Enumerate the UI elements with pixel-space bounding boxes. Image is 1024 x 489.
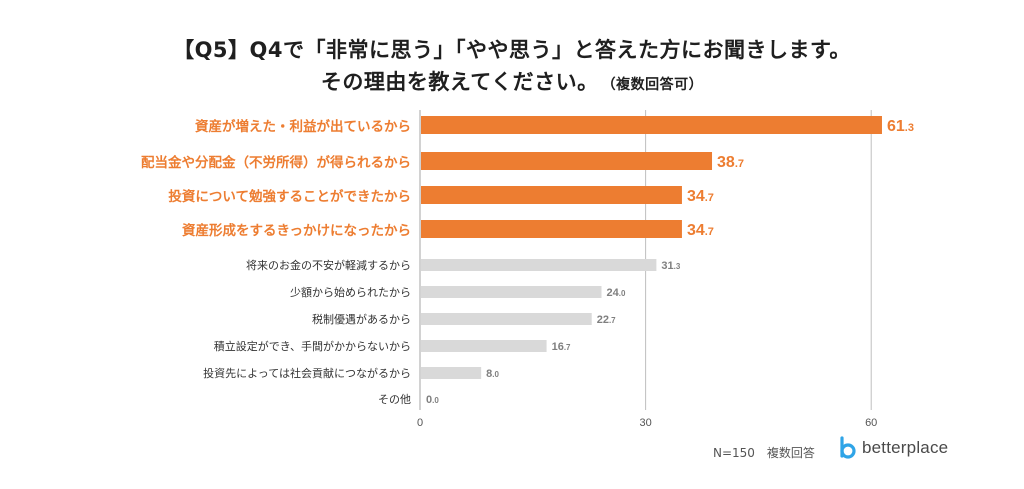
value-label-integer: 0 — [426, 394, 432, 406]
value-label-decimal: .0 — [492, 370, 499, 379]
chart-subtitle-text: その理由を教えてください。 — [320, 70, 599, 94]
value-label: 38.7 — [717, 154, 744, 171]
betterplace-logo-icon — [840, 436, 856, 459]
category-label: 積立設定ができ、手間がかからないから — [214, 339, 411, 353]
x-tick-label: 30 — [639, 417, 651, 429]
bar — [421, 367, 482, 379]
value-label: 24.0 — [606, 287, 625, 299]
bar — [421, 186, 682, 204]
value-label-integer: 34 — [687, 188, 705, 205]
value-label: 16.7 — [552, 341, 571, 353]
x-tick-label: 0 — [417, 417, 423, 429]
value-label-integer: 61 — [887, 118, 905, 135]
category-label: 税制優遇があるから — [312, 312, 411, 326]
value-label-integer: 31 — [661, 260, 673, 272]
value-label-decimal: .3 — [674, 262, 681, 271]
category-label: 投資について勉強することができたから — [168, 188, 411, 205]
category-label: 少額から始められたから — [290, 285, 411, 299]
category-label: 資産形成をするきっかけになったから — [182, 222, 411, 239]
value-label-integer: 34 — [687, 222, 705, 239]
chart-subtitle: その理由を教えてください。 （複数回答可） — [0, 66, 1024, 96]
value-label-decimal: .7 — [609, 316, 616, 325]
chart-title: 【Q5】Q4で「非常に思う」「やや思う」と答えた方にお聞きします。 — [173, 38, 851, 62]
value-label-integer: 22 — [597, 314, 609, 326]
sample-size-note: N=150 複数回答 — [713, 446, 815, 460]
bar — [421, 340, 547, 352]
value-label-integer: 38 — [717, 154, 735, 171]
value-label-integer: 16 — [552, 341, 564, 353]
category-label: 投資先によっては社会貢献につながるから — [203, 366, 411, 380]
value-label-integer: 8 — [486, 368, 492, 380]
logo-text: betterplace — [862, 438, 949, 457]
betterplace-logo: betterplace — [838, 436, 948, 460]
value-label-decimal: .0 — [432, 396, 439, 405]
value-label-decimal: .3 — [905, 122, 914, 134]
category-label: その他 — [378, 393, 411, 406]
value-label: 61.3 — [887, 118, 914, 135]
value-label-decimal: .7 — [735, 158, 744, 170]
value-label: 22.7 — [597, 314, 616, 326]
value-label: 31.3 — [661, 260, 680, 272]
value-label-integer: 24 — [606, 287, 619, 299]
value-label: 34.7 — [687, 188, 714, 205]
value-label-decimal: .7 — [705, 226, 714, 238]
bar — [421, 286, 602, 298]
bar — [421, 259, 657, 271]
bar — [421, 220, 682, 238]
value-label: 8.0 — [486, 368, 499, 380]
value-label-decimal: .7 — [564, 343, 571, 352]
category-label: 将来のお金の不安が軽減するから — [246, 258, 411, 272]
value-label: 0.0 — [426, 394, 439, 406]
bar — [421, 152, 713, 170]
category-label: 資産が増えた・利益が出ているから — [195, 118, 411, 135]
value-label: 34.7 — [687, 222, 714, 239]
value-label-decimal: .0 — [619, 289, 626, 298]
category-label: 配当金や分配金（不労所得）が得られるから — [141, 154, 411, 171]
x-tick-label: 60 — [865, 417, 877, 429]
value-label-decimal: .7 — [705, 192, 714, 204]
bar — [421, 116, 882, 134]
bar — [421, 313, 592, 325]
chart-note: （複数回答可） — [608, 77, 704, 93]
